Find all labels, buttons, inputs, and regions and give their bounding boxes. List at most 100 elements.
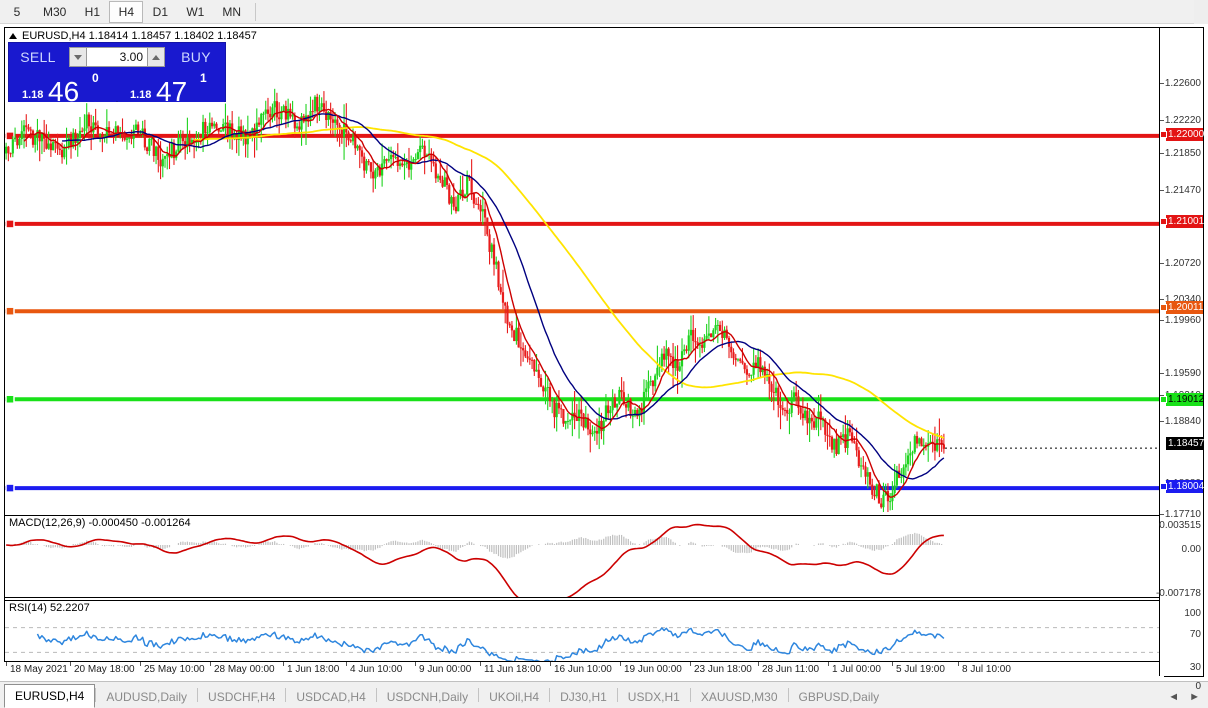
buy-price-sup: 1 <box>200 72 207 85</box>
time-axis-tick <box>140 662 141 666</box>
price-scale-label: 1.17710 <box>1164 509 1201 520</box>
price-line-handle[interactable] <box>1160 483 1167 490</box>
price-scale-tick <box>1160 514 1164 515</box>
time-axis-label: 18 May 2021 <box>10 664 68 675</box>
timeframe-button-h4[interactable]: H4 <box>109 0 144 23</box>
price-pane[interactable] <box>5 44 1159 512</box>
timeframe-button-m5[interactable]: 5 <box>13 4 21 19</box>
price-scale-label: 1.19960 <box>1164 315 1201 326</box>
sell-price-sup: 0 <box>92 72 99 85</box>
chart-tab-audusd-daily[interactable]: AUDUSD,Daily <box>106 690 188 704</box>
chart-tab-eurusd-h4[interactable]: EURUSD,H4 <box>4 684 96 708</box>
macd-pane[interactable]: MACD(12,26,9) -0.000450 -0.001264 <box>5 515 1159 598</box>
tab-separator <box>549 688 551 702</box>
price-scale-badge: 1.19012 <box>1166 393 1205 406</box>
time-axis-tick <box>828 662 829 666</box>
price-scale-badge: 1.22000 <box>1166 128 1205 141</box>
time-axis-tick <box>892 662 893 666</box>
volume-increase-button[interactable] <box>147 47 165 67</box>
volume-stepper[interactable]: 3.00 <box>69 47 165 67</box>
time-axis-tick <box>283 662 284 666</box>
price-line-handle[interactable] <box>1160 304 1167 311</box>
chevron-down-icon <box>74 54 82 60</box>
indicator-scale-label: 70 <box>1189 629 1201 640</box>
indicator-scale-label: 30 <box>1189 662 1201 673</box>
macd-indicator-label: MACD(12,26,9) -0.000450 -0.001264 <box>9 517 191 529</box>
time-axis-tick <box>415 662 416 666</box>
timeframe-button-w1[interactable]: W1 <box>186 4 205 19</box>
sell-price-prefix: 1.18 <box>22 89 44 101</box>
chart-tab-usdcnh-daily[interactable]: USDCNH,Daily <box>386 690 469 704</box>
chart-tab-usdcad-h4[interactable]: USDCAD,H4 <box>296 690 366 704</box>
buy-button[interactable]: BUY <box>181 49 211 65</box>
volume-decrease-button[interactable] <box>69 47 87 67</box>
time-axis-label: 9 Jun 00:00 <box>419 664 472 675</box>
timeframe-toolbar: 5 M30 H1 H4 D1 W1 MN <box>0 0 1208 24</box>
chart-tab-usdchf-h4[interactable]: USDCHF,H4 <box>208 690 276 704</box>
time-axis-tick <box>346 662 347 666</box>
tab-scroll-right-icon[interactable]: ► <box>1189 691 1200 703</box>
time-axis-label: 1 Jul 00:00 <box>832 664 881 675</box>
time-axis-tick <box>690 662 691 666</box>
time-axis-tick <box>480 662 481 666</box>
tab-nav: ◄ ► <box>1168 686 1208 708</box>
price-line-handle[interactable] <box>1160 131 1167 138</box>
price-line-handle[interactable] <box>1160 396 1167 403</box>
price-scale-badge: 1.18004 <box>1166 480 1205 493</box>
price-scale-label: 1.21470 <box>1164 185 1201 196</box>
time-axis-tick <box>620 662 621 666</box>
chart-tab-xauusd-m30[interactable]: XAUUSD,M30 <box>700 690 778 704</box>
indicator-scale-label: 0.003515 <box>1159 520 1201 531</box>
chart-tab-ukoil-h4[interactable]: UKOil,H4 <box>489 690 540 704</box>
time-axis-tick <box>758 662 759 666</box>
collapse-triangle-icon[interactable] <box>9 33 17 39</box>
price-scale-label: 1.21850 <box>1164 148 1201 159</box>
sell-price-big: 46 <box>48 76 80 103</box>
chart-tab-bar: EURUSD,H4 AUDUSD,Daily USDCHF,H4 USDCAD,H4 U… <box>0 681 1208 708</box>
time-axis-label: 28 Jun 11:00 <box>762 664 820 675</box>
chart-tab-gbpusd-daily[interactable]: GBPUSD,Daily <box>798 690 880 704</box>
time-axis-tick <box>958 662 959 666</box>
time-axis-label: 19 Jun 00:00 <box>624 664 682 675</box>
tab-scroll-left-icon[interactable]: ◄ <box>1168 691 1180 703</box>
volume-input[interactable]: 3.00 <box>87 47 147 67</box>
price-scale-badge: 1.18457 <box>1166 437 1205 450</box>
sell-price-display[interactable]: 1.18 46 0 <box>10 72 116 102</box>
price-scale-badge: 1.21001 <box>1166 215 1205 228</box>
price-scale-label: 1.22600 <box>1164 78 1201 89</box>
rsi-chart <box>5 627 1159 664</box>
price-line-handle[interactable] <box>1160 218 1167 225</box>
time-axis-label: 8 Jul 10:00 <box>962 664 1011 675</box>
tab-separator <box>616 688 618 702</box>
timeframe-button-h1[interactable]: H1 <box>84 4 101 19</box>
one-click-trading-prices: 1.18 46 0 1.18 47 1 <box>9 72 225 102</box>
chart-header: EURUSD,H4 1.18414 1.18457 1.18402 1.1845… <box>5 28 1203 44</box>
chart-tab-dj30-h1[interactable]: DJ30,H1 <box>560 690 607 704</box>
timeframe-button-d1[interactable]: D1 <box>152 4 169 19</box>
price-scale-badge: 1.20011 <box>1166 301 1204 314</box>
timeframe-button-m30[interactable]: M30 <box>43 4 67 19</box>
chart-tab-usdx-h1[interactable]: USDX,H1 <box>627 690 680 704</box>
price-scale-tick <box>1160 421 1164 422</box>
candlestick-chart <box>5 88 1159 512</box>
indicator-scale-label: 0.00 <box>1181 544 1201 555</box>
rsi-pane[interactable]: RSI(14) 52.2207 <box>5 600 1159 678</box>
time-axis-tick <box>6 662 7 666</box>
one-click-trading-panel[interactable]: SELL 3.00 BUY 1.18 46 0 1.18 47 1 <box>8 42 226 102</box>
time-axis-label: 1 Jun 18:00 <box>287 664 340 675</box>
indicator-scale-label: -0.007178 <box>1155 588 1201 599</box>
tab-separator <box>478 688 480 702</box>
price-scale[interactable]: 1.226001.222201.218501.214701.210901.207… <box>1155 28 1205 692</box>
buy-price-display[interactable]: 1.18 47 1 <box>118 72 224 102</box>
window-scrollbar[interactable] <box>1194 0 1208 24</box>
price-scale-tick <box>1160 263 1164 264</box>
timeframe-button-mn[interactable]: MN <box>222 4 242 19</box>
tab-separator <box>375 688 377 702</box>
price-scale-tick <box>1160 153 1164 154</box>
price-scale-label: 1.22220 <box>1164 115 1201 126</box>
tab-separator <box>197 688 199 702</box>
tab-separator <box>787 688 789 702</box>
chart-symbol-ohlc-label: EURUSD,H4 1.18414 1.18457 1.18402 1.1845… <box>22 30 257 42</box>
price-scale-label: 1.18840 <box>1164 416 1201 427</box>
sell-button[interactable]: SELL <box>20 49 56 65</box>
